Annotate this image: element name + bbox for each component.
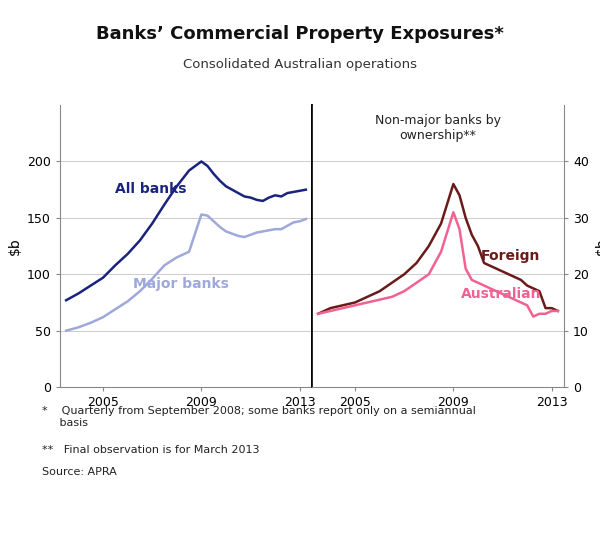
Text: Source: APRA: Source: APRA	[42, 467, 117, 477]
Text: Australian: Australian	[461, 287, 541, 301]
Y-axis label: $b: $b	[595, 237, 600, 255]
Text: **   Final observation is for March 2013: ** Final observation is for March 2013	[42, 445, 260, 455]
Text: Major banks: Major banks	[133, 277, 229, 291]
Text: Non-major banks by
ownership**: Non-major banks by ownership**	[375, 113, 501, 142]
Y-axis label: $b: $b	[8, 237, 22, 255]
Text: All banks: All banks	[115, 182, 187, 196]
Text: Consolidated Australian operations: Consolidated Australian operations	[183, 58, 417, 71]
Text: *    Quarterly from September 2008; some banks report only on a semiannual
     : * Quarterly from September 2008; some ba…	[42, 406, 476, 428]
Text: Foreign: Foreign	[481, 249, 540, 263]
Text: Banks’ Commercial Property Exposures*: Banks’ Commercial Property Exposures*	[96, 25, 504, 43]
